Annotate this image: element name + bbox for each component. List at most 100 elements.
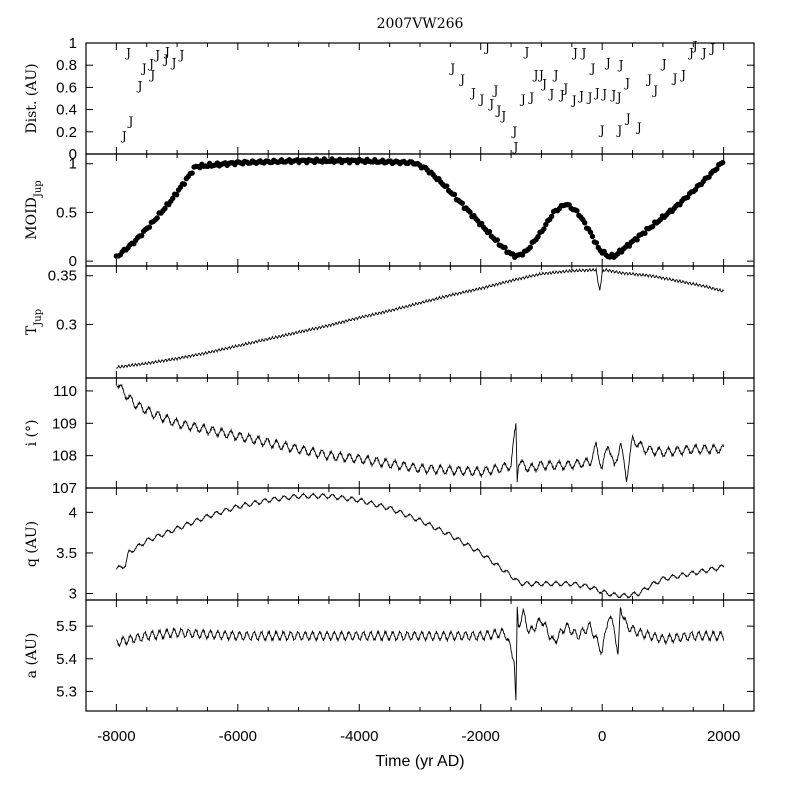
data-point: J xyxy=(136,79,143,93)
data-point: J xyxy=(623,76,630,90)
y-axis-label-sub: Jup xyxy=(33,309,44,327)
data-point: J xyxy=(679,68,686,82)
data-point: J xyxy=(487,97,494,111)
data-point xyxy=(459,200,465,206)
data-point: J xyxy=(593,86,600,100)
data-point: J xyxy=(609,88,616,102)
data-point: J xyxy=(140,61,147,75)
data-point xyxy=(467,209,473,215)
data-point xyxy=(451,191,458,198)
x-axis-label: Time (yr AD) xyxy=(375,753,464,770)
data-point: J xyxy=(512,140,519,154)
data-point xyxy=(502,244,508,251)
data-point: J xyxy=(671,71,678,85)
data-point: J xyxy=(570,94,577,108)
series-line-tjup xyxy=(116,266,724,369)
panel-peri: 3 3.5 4 q (AU) xyxy=(24,487,755,603)
y-tick-label: 1 xyxy=(69,35,77,52)
y-tick-label: 5.4 xyxy=(56,651,77,668)
series-line-semi xyxy=(116,606,725,701)
data-point xyxy=(719,159,726,166)
y-tick-label: 0 xyxy=(69,146,77,163)
data-point xyxy=(154,215,160,221)
data-point: J xyxy=(522,45,529,59)
data-point: J xyxy=(162,53,169,67)
data-point: J xyxy=(615,124,622,138)
data-point: J xyxy=(483,40,490,54)
y-tick-label: 0.6 xyxy=(56,79,77,96)
data-point: J xyxy=(604,56,611,70)
y-tick-label: 3.5 xyxy=(56,545,77,562)
data-point: J xyxy=(153,48,160,62)
data-point: J xyxy=(148,68,155,82)
y-tick-label: 0.5 xyxy=(56,204,77,221)
panel-frame-moid xyxy=(85,153,755,267)
data-point xyxy=(181,181,188,187)
data-point xyxy=(650,223,656,230)
y-axis-label-main: MOID xyxy=(24,197,40,240)
data-point: J xyxy=(708,41,715,55)
panel-frame-incl xyxy=(85,377,755,489)
data-point: J xyxy=(540,77,547,91)
data-point: J xyxy=(124,46,131,60)
data-point: J xyxy=(510,125,517,139)
data-point xyxy=(173,192,180,198)
data-point xyxy=(541,226,547,232)
y-tick-label: 0.2 xyxy=(56,124,77,141)
data-point xyxy=(138,232,145,239)
y-tick-label: 0 xyxy=(69,253,77,270)
data-point: J xyxy=(537,68,544,82)
data-point: J xyxy=(660,57,667,71)
data-point: J xyxy=(499,109,506,123)
data-point: J xyxy=(448,61,455,75)
data-point: J xyxy=(589,61,596,75)
panel-frame-peri xyxy=(85,487,755,601)
y-axis-label-incl: i (°) xyxy=(24,420,40,447)
data-point: J xyxy=(458,73,465,87)
x-tick-label: -2000 xyxy=(462,728,500,745)
data-point xyxy=(170,195,176,202)
x-tick-label: -4000 xyxy=(340,728,378,745)
y-axis-label-tjup: TJup xyxy=(24,309,44,335)
data-point: J xyxy=(580,46,587,60)
data-point: J xyxy=(120,129,127,143)
y-tick-label: 0.35 xyxy=(48,268,77,285)
y-axis-label-moid: MOIDJup xyxy=(24,180,44,239)
y-tick-label: 109 xyxy=(52,415,77,432)
series-line-peri xyxy=(115,492,725,599)
data-point xyxy=(494,237,500,243)
data-point: J xyxy=(635,120,642,134)
data-point: J xyxy=(552,68,559,82)
panel-frame-dist xyxy=(85,42,755,155)
data-point xyxy=(593,240,600,246)
data-point xyxy=(162,205,168,212)
y-tick-label: 0.8 xyxy=(56,57,77,74)
data-point: J xyxy=(127,115,134,129)
data-point: J xyxy=(492,84,499,98)
y-axis-label-main: T xyxy=(24,325,40,335)
data-point: J xyxy=(558,88,565,102)
data-point: J xyxy=(147,57,154,71)
y-axis-label-sub: Jup xyxy=(33,180,44,198)
data-point: J xyxy=(571,46,578,60)
data-point: J xyxy=(651,84,658,98)
data-point xyxy=(634,237,640,243)
data-point xyxy=(642,230,648,237)
chart-title: 2007VW266 xyxy=(377,16,464,32)
data-point: J xyxy=(577,89,584,103)
y-tick-label: 4 xyxy=(69,504,77,521)
data-point xyxy=(589,233,596,240)
x-tick-label: -6000 xyxy=(219,728,257,745)
x-tick-label: -8000 xyxy=(97,728,135,745)
y-tick-label: 108 xyxy=(52,448,77,465)
x-tick-label: 0 xyxy=(598,728,606,745)
data-point: J xyxy=(469,86,476,100)
data-point: J xyxy=(691,39,698,53)
data-point xyxy=(574,207,580,214)
data-point xyxy=(587,229,594,235)
data-point: J xyxy=(615,90,622,104)
data-point: J xyxy=(532,68,539,82)
data-point xyxy=(548,213,555,220)
data-point: J xyxy=(687,46,694,60)
y-tick-label: 5.3 xyxy=(56,683,77,700)
